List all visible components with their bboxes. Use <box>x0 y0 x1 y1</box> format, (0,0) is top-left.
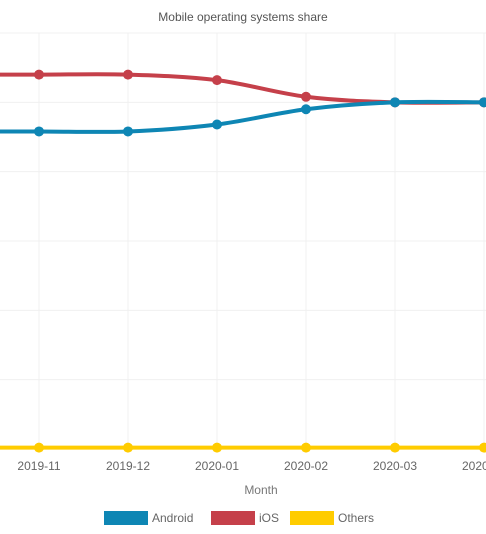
chart-title: Mobile operating systems share <box>158 10 328 24</box>
series-android <box>0 97 486 137</box>
x-axis-ticks: 2019-11 2019-12 2020-01 2020-02 2020-03 2020-… <box>17 459 486 473</box>
data-point-android-2019-11[interactable] <box>34 126 44 137</box>
data-point-android-2020-02[interactable] <box>301 104 311 115</box>
legend-swatch-android <box>104 511 148 525</box>
x-tick-label: 2019-12 <box>106 459 150 473</box>
legend-item-ios[interactable]: iOS <box>211 511 279 525</box>
x-axis-title: Month <box>244 483 277 497</box>
series-others <box>0 442 486 453</box>
legend-item-others[interactable]: Others <box>290 511 374 525</box>
data-point-android-2020-04[interactable] <box>479 97 486 108</box>
data-point-ios-2019-12[interactable] <box>123 69 133 80</box>
grid <box>0 32 486 450</box>
data-point-others-2019-11[interactable] <box>34 442 44 453</box>
data-point-others-2020-04[interactable] <box>479 442 486 453</box>
x-tick-label: 2020-04 <box>462 459 486 473</box>
data-point-ios-2019-11[interactable] <box>34 69 44 80</box>
series-line-android <box>0 99 486 134</box>
legend-swatch-others <box>290 511 334 525</box>
series-line-ios <box>0 72 486 105</box>
legend-swatch-ios <box>211 511 255 525</box>
legend-label-ios: iOS <box>259 511 279 525</box>
data-point-ios-2020-02[interactable] <box>301 91 311 102</box>
legend-label-android: Android <box>152 511 193 525</box>
data-point-others-2020-02[interactable] <box>301 442 311 453</box>
x-tick-label: 2020-03 <box>373 459 417 473</box>
data-point-ios-2020-01[interactable] <box>212 75 222 86</box>
data-point-others-2020-03[interactable] <box>390 442 400 453</box>
data-point-others-2019-12[interactable] <box>123 442 133 453</box>
x-tick-label: 2019-11 <box>17 459 60 473</box>
series-group <box>0 69 486 453</box>
x-tick-label: 2020-02 <box>284 459 328 473</box>
data-point-others-2020-01[interactable] <box>212 442 222 453</box>
data-point-android-2019-12[interactable] <box>123 126 133 137</box>
data-point-android-2020-01[interactable] <box>212 119 222 130</box>
x-tick-label: 2020-01 <box>195 459 239 473</box>
legend: Android iOS Others <box>104 511 374 525</box>
legend-label-others: Others <box>338 511 374 525</box>
legend-item-android[interactable]: Android <box>104 511 193 525</box>
data-point-android-2020-03[interactable] <box>390 97 400 108</box>
